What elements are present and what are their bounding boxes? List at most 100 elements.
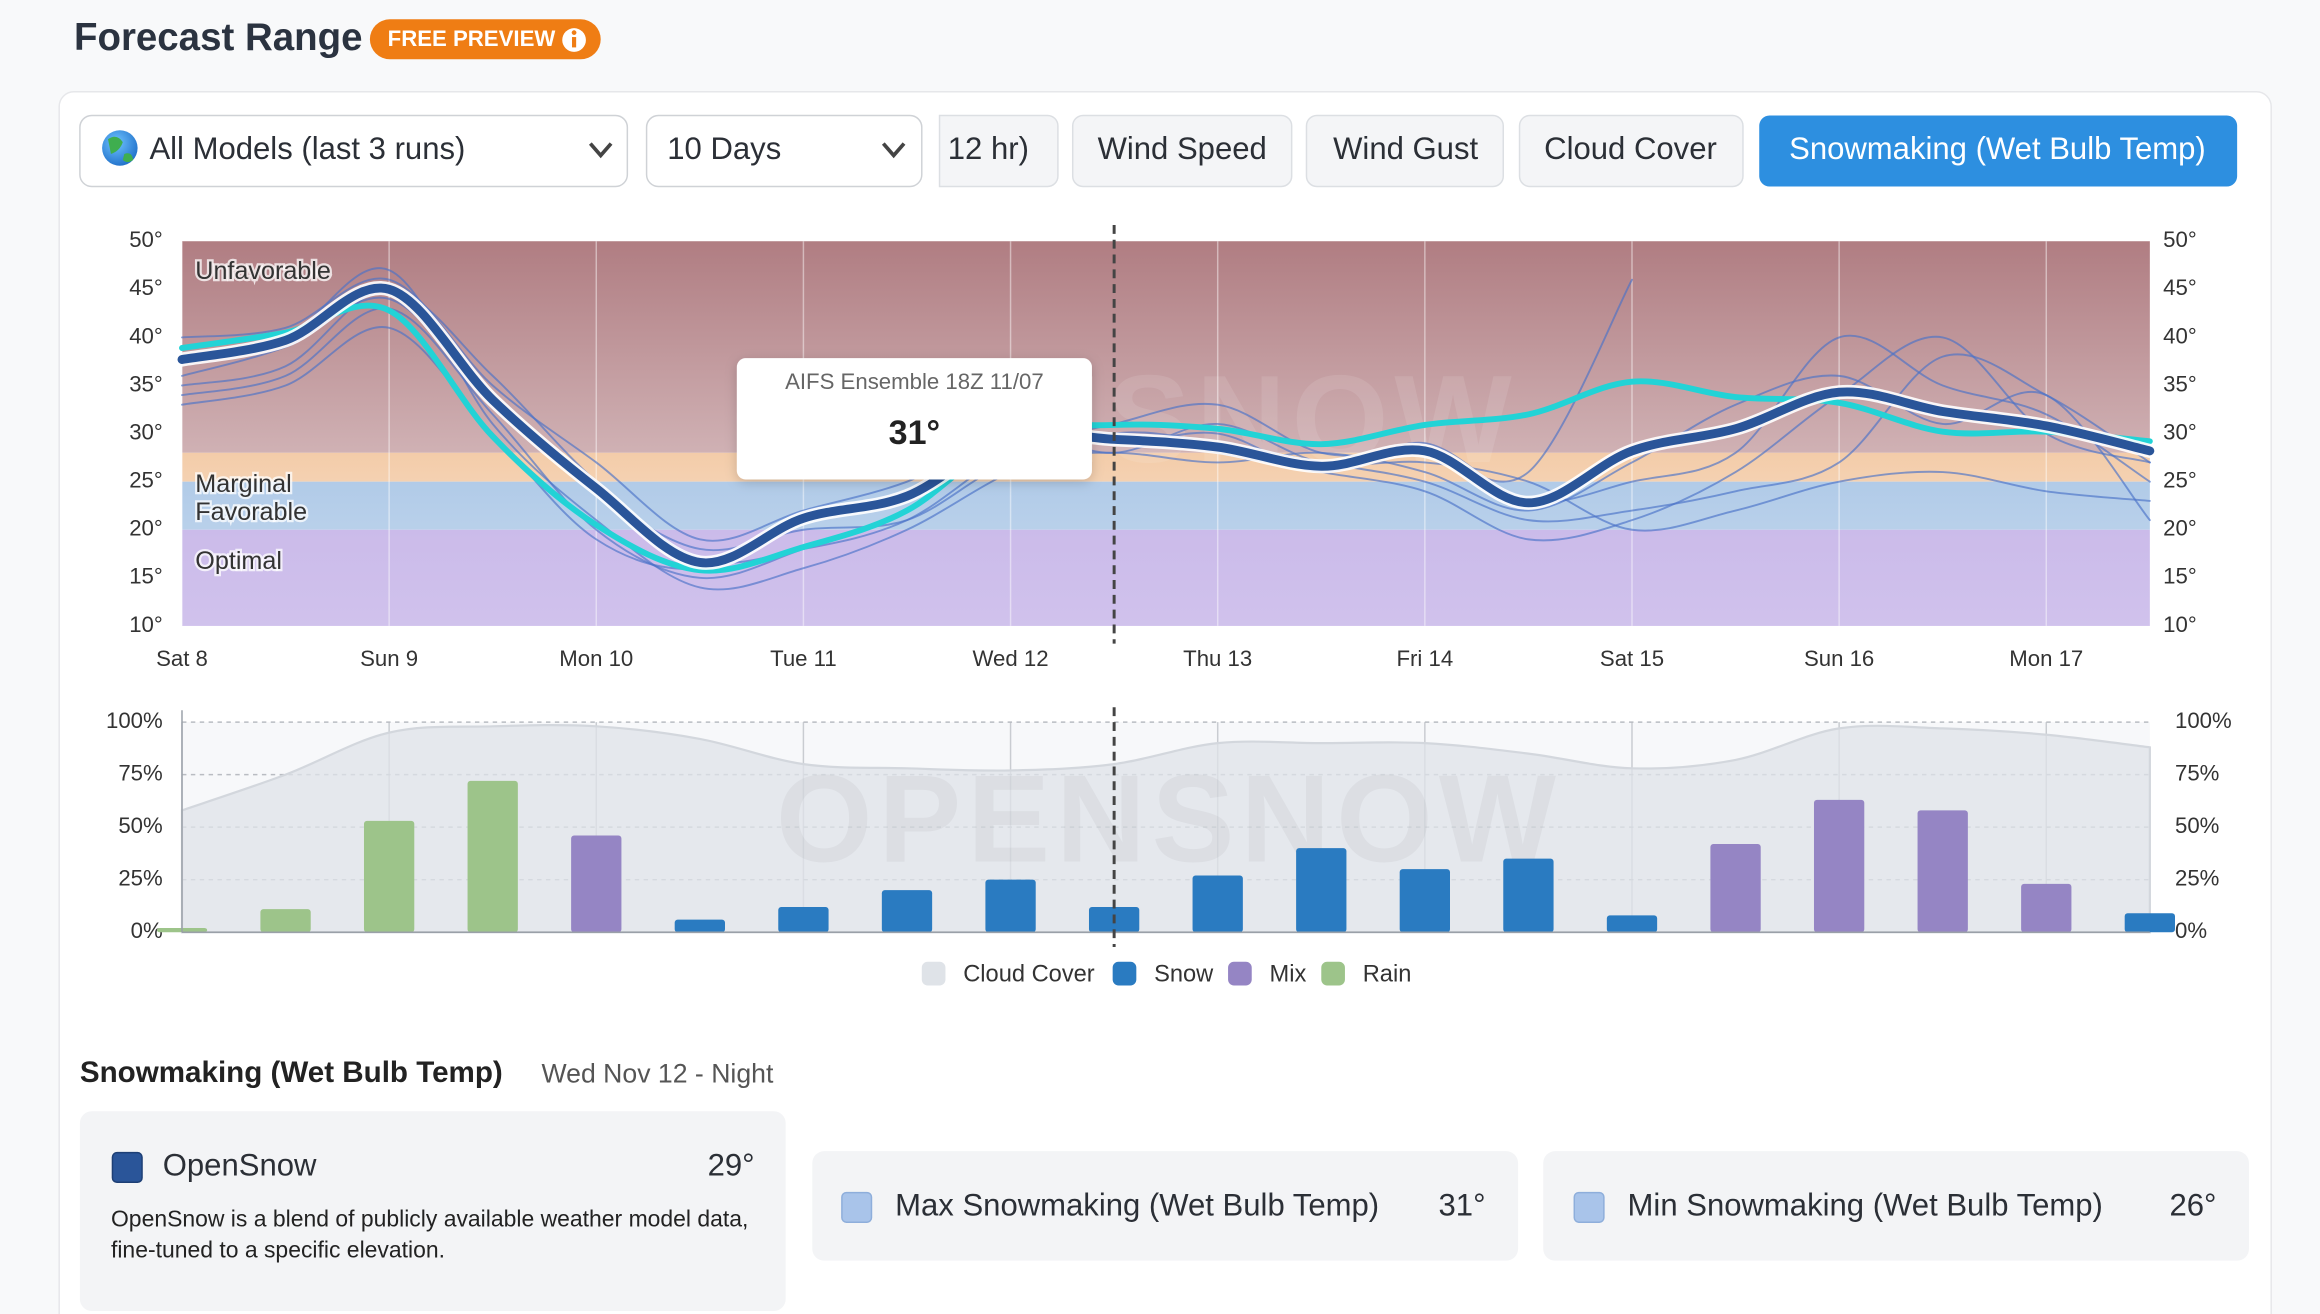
y2-tick-label: 25%: [2175, 866, 2219, 891]
bar: [1710, 843, 1761, 933]
tab-active[interactable]: Snowmaking (Wet Bulb Temp): [1759, 115, 2238, 187]
detail-card: [79, 1111, 786, 1311]
y2-tick-label: 50%: [2175, 813, 2219, 838]
y-tick-label: 75%: [118, 760, 162, 785]
tab-text: 12 hr): [948, 131, 1029, 166]
details-title: Snowmaking (Wet Bulb Temp): [80, 1056, 503, 1089]
select-box: [79, 114, 629, 188]
y2-tick-label: 40°: [2163, 323, 2197, 348]
tab-box: [1071, 114, 1293, 188]
bar: [778, 906, 829, 933]
y2-tick-label: 100%: [2175, 708, 2232, 733]
x-tick-label: Sat 15: [1600, 646, 1664, 671]
bar: [985, 879, 1036, 933]
tab[interactable]: Wind Speed: [1071, 114, 1293, 188]
y-tick-label: 35°: [129, 371, 163, 396]
x-tick-label: Wed 12: [973, 646, 1049, 671]
swatch: [841, 1191, 873, 1223]
tab-box: [1759, 115, 2238, 187]
select-text: 10 Days: [667, 131, 781, 166]
bar: [1399, 869, 1450, 933]
y2-tick-label: 10°: [2163, 612, 2197, 637]
swatch: [1573, 1191, 1605, 1223]
band-label: Optimal: [195, 547, 282, 575]
bar: [571, 835, 622, 933]
card-description: OpenSnow is a blend of publicly availabl…: [110, 1207, 749, 1264]
y2-tick-label: 50°: [2163, 227, 2197, 252]
overlay: AIFS Ensemble 18Z 11/07 31°: [736, 224, 1116, 947]
bar: [1917, 810, 1968, 933]
area: [180, 723, 2151, 934]
y2-tick-label: 15°: [2163, 564, 2197, 589]
bar: [1813, 799, 1865, 933]
tooltip-box: [736, 358, 1092, 480]
tab[interactable]: Cloud Cover: [1518, 114, 1744, 188]
tab[interactable]: Wind Gust: [1305, 114, 1505, 188]
swatch: [111, 1151, 143, 1183]
details-subtitle: Wed Nov 12 - Night: [542, 1059, 774, 1089]
card-value: 26°: [2169, 1188, 2216, 1223]
days-select[interactable]: 10 Days: [645, 114, 923, 188]
bar: [1296, 848, 1347, 933]
x-tick-label: Sun 9: [360, 646, 418, 671]
legend-swatch: [921, 961, 946, 986]
card-name: Max Snowmaking (Wet Bulb Temp): [895, 1188, 1379, 1223]
x-tick-label: Mon 17: [2009, 646, 2083, 671]
band-label: Marginal: [195, 470, 291, 498]
y-tick-label: 15°: [129, 564, 163, 589]
badge: [369, 19, 601, 60]
chevron: [881, 142, 906, 159]
legend-label: Snow: [1154, 961, 1214, 987]
bar: [1192, 875, 1243, 933]
y2-tick-label: 75%: [2175, 760, 2219, 785]
watermark: OPENSNOW: [776, 749, 1562, 888]
legend-swatch: [1112, 961, 1137, 986]
detail-card: [1543, 1151, 2249, 1261]
precip-chart: 0%0%25%25%50%50%75%75%100%100%OPENSNOWCl…: [106, 708, 2232, 987]
bar: [674, 919, 725, 933]
select-text: All Models (last 3 runs): [149, 131, 465, 166]
y2-tick-label: 30°: [2163, 419, 2197, 444]
y2-tick-label: 20°: [2163, 516, 2197, 541]
tooltip-title: AIFS Ensemble 18Z 11/07: [785, 369, 1044, 394]
band-label: Favorable: [195, 498, 307, 526]
line: [177, 283, 2155, 568]
card-name: Min Snowmaking (Wet Bulb Temp): [1628, 1188, 2103, 1223]
select-box: [645, 114, 923, 188]
band: [181, 529, 2150, 626]
bar: [2021, 883, 2072, 933]
x-tick-label: Sun 16: [1804, 646, 1874, 671]
bar: [260, 909, 311, 933]
y-tick-label: 10°: [129, 612, 163, 637]
tab-text: Wind Speed: [1098, 131, 1267, 166]
y-tick-label: 30°: [129, 419, 163, 444]
y-tick-label: 20°: [129, 516, 163, 541]
line: [181, 267, 2151, 591]
y2-tick-label: 45°: [2163, 275, 2197, 300]
band: [181, 481, 2150, 530]
legend-swatch: [1321, 961, 1345, 986]
tab-text: Cloud Cover: [1544, 131, 1717, 166]
x-tick-label: Sat 8: [156, 646, 208, 671]
bar: [363, 820, 415, 933]
y2-tick-label: 35°: [2163, 371, 2197, 396]
chevron: [588, 142, 613, 159]
bar: [1606, 915, 1658, 933]
globe-land: [108, 136, 134, 163]
info-icon-dot: [571, 30, 577, 35]
bar: [467, 780, 518, 933]
y-tick-label: 40°: [129, 323, 163, 348]
y-tick-label: 50°: [129, 227, 163, 252]
legend-label: Mix: [1269, 961, 1306, 987]
legend-label: Cloud Cover: [963, 961, 1095, 987]
bar: [2124, 913, 2175, 933]
detail-card: [812, 1151, 1519, 1261]
x-tick-label: Thu 13: [1183, 646, 1252, 671]
y-tick-label: 25°: [129, 468, 163, 493]
tab[interactable]: 12 hr): [938, 114, 1059, 188]
model-select[interactable]: All Models (last 3 runs): [79, 114, 629, 188]
legend-label: Rain: [1363, 961, 1412, 987]
tab-text: Snowmaking (Wet Bulb Temp): [1789, 131, 2206, 166]
